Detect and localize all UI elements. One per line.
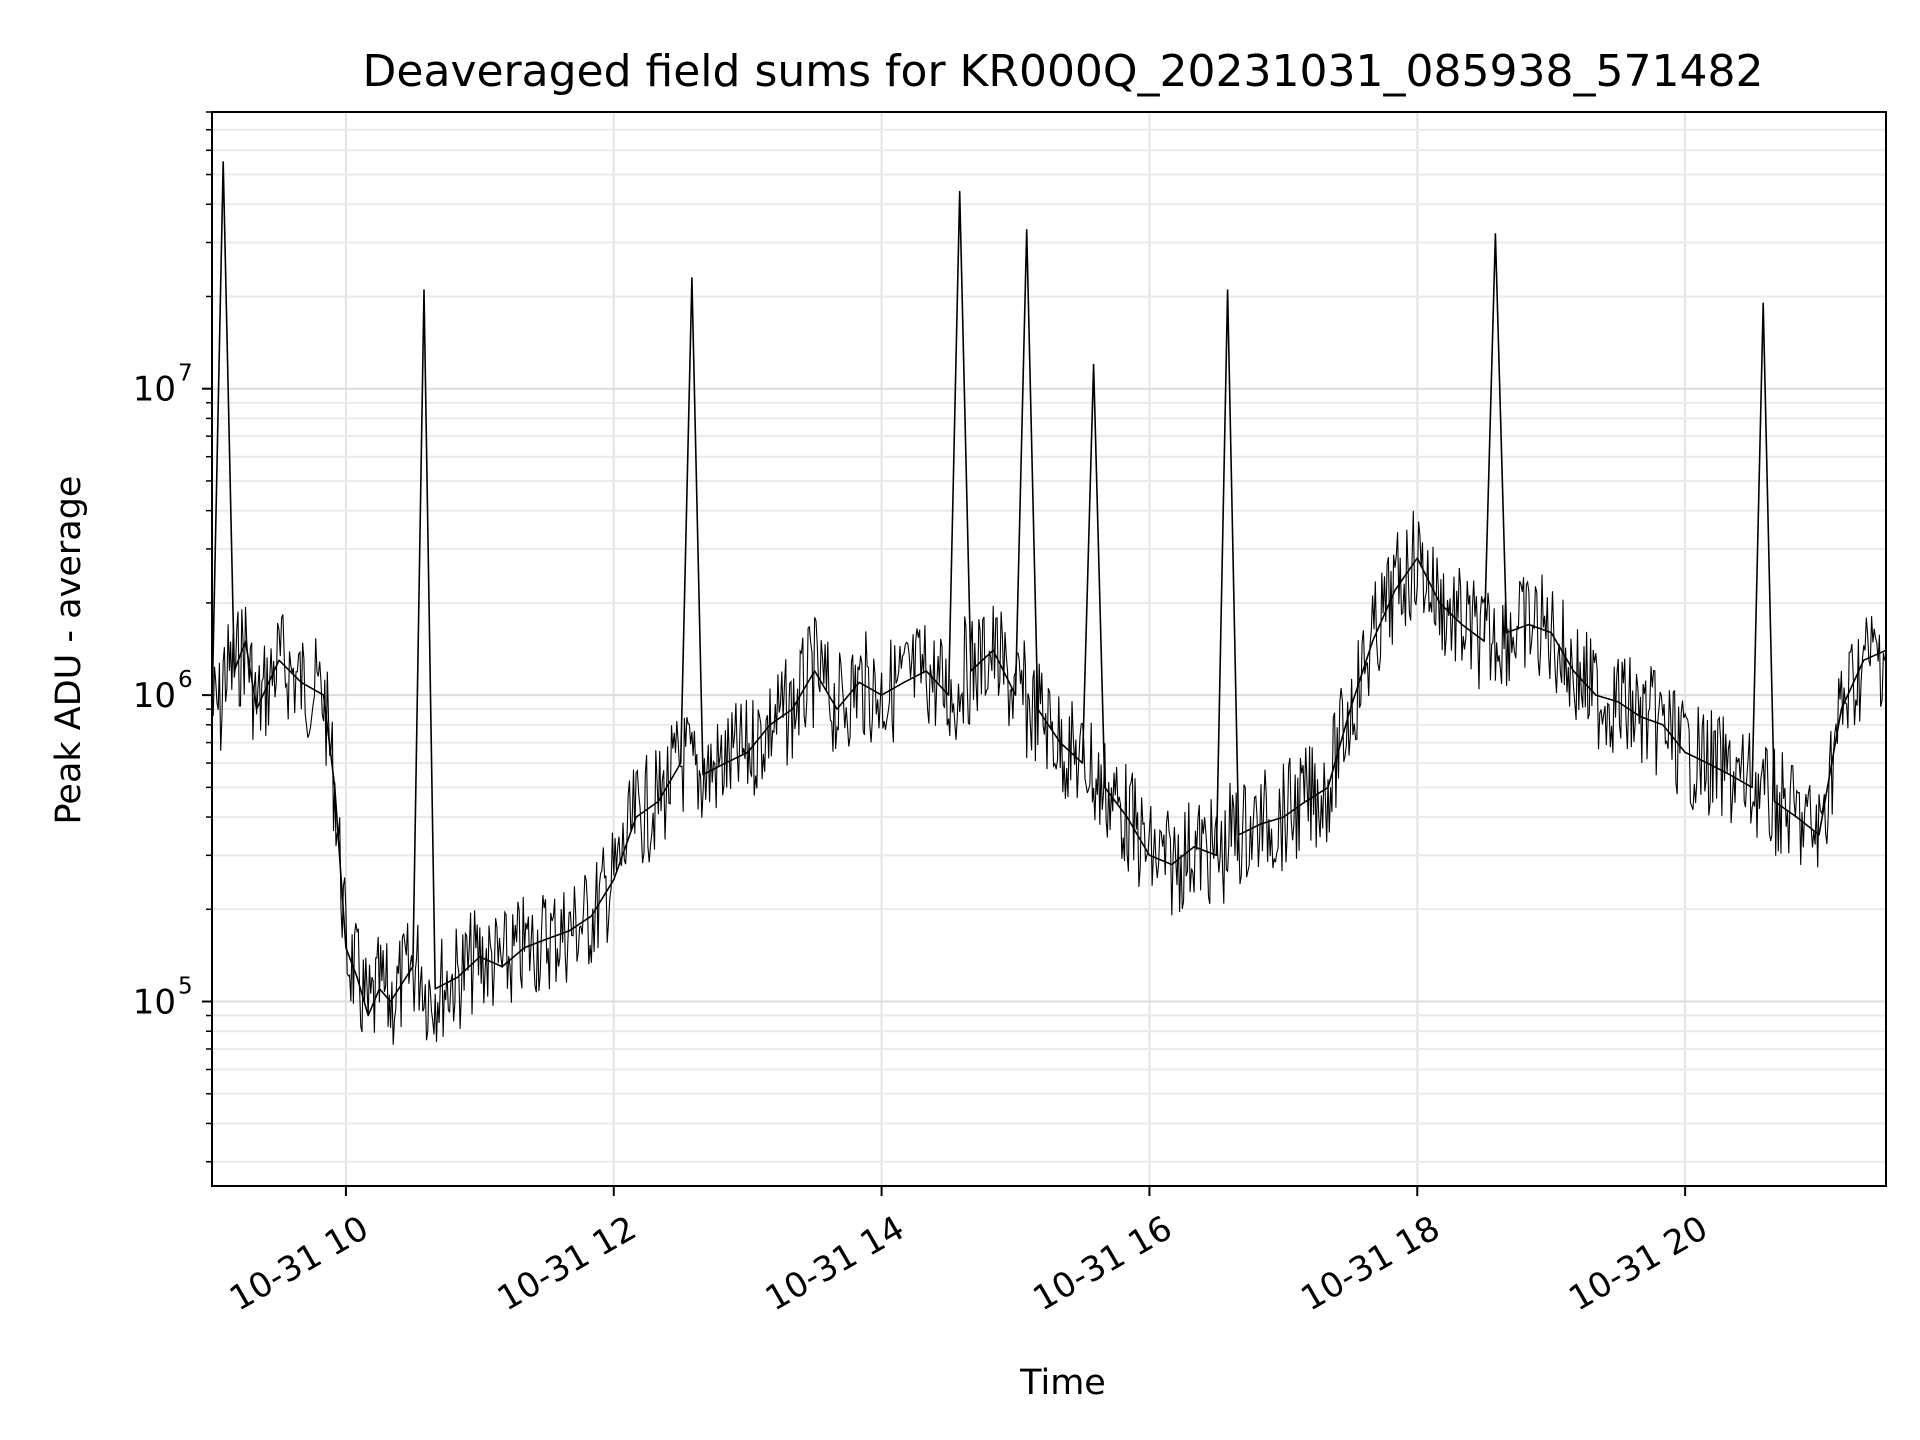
y-tick-label: 10	[133, 983, 176, 1023]
series-line	[211, 161, 1887, 1017]
chart-title: Deaveraged field sums for KR000Q_2023103…	[363, 46, 1764, 97]
y-tick-label: 10	[133, 370, 176, 410]
series-group	[211, 161, 1887, 1045]
x-tick-label: 10-31 10	[223, 1208, 375, 1319]
x-axis-label: Time	[1019, 1363, 1106, 1403]
x-tick-label: 10-31 20	[1562, 1208, 1714, 1319]
x-tick-label: 10-31 16	[1027, 1208, 1179, 1319]
y-tick-label: 10	[133, 676, 176, 716]
plot-frame	[211, 111, 1887, 1187]
y-tick-exponent: 5	[178, 974, 193, 1000]
x-tick-label: 10-31 12	[491, 1208, 643, 1319]
x-tick-label: 10-31 18	[1294, 1208, 1446, 1319]
y-axis-label: Peak ADU - average	[49, 476, 89, 825]
y-tick-exponent: 7	[178, 361, 193, 387]
series-noise-trace	[211, 510, 1886, 1045]
grid	[212, 111, 1886, 1186]
y-tick-exponent: 6	[178, 667, 193, 693]
x-tick-label: 10-31 14	[759, 1208, 911, 1319]
tick-group: 10-31 10 10-31 12 10-31 14 10-31 16 10-31 18…	[133, 111, 1715, 1319]
